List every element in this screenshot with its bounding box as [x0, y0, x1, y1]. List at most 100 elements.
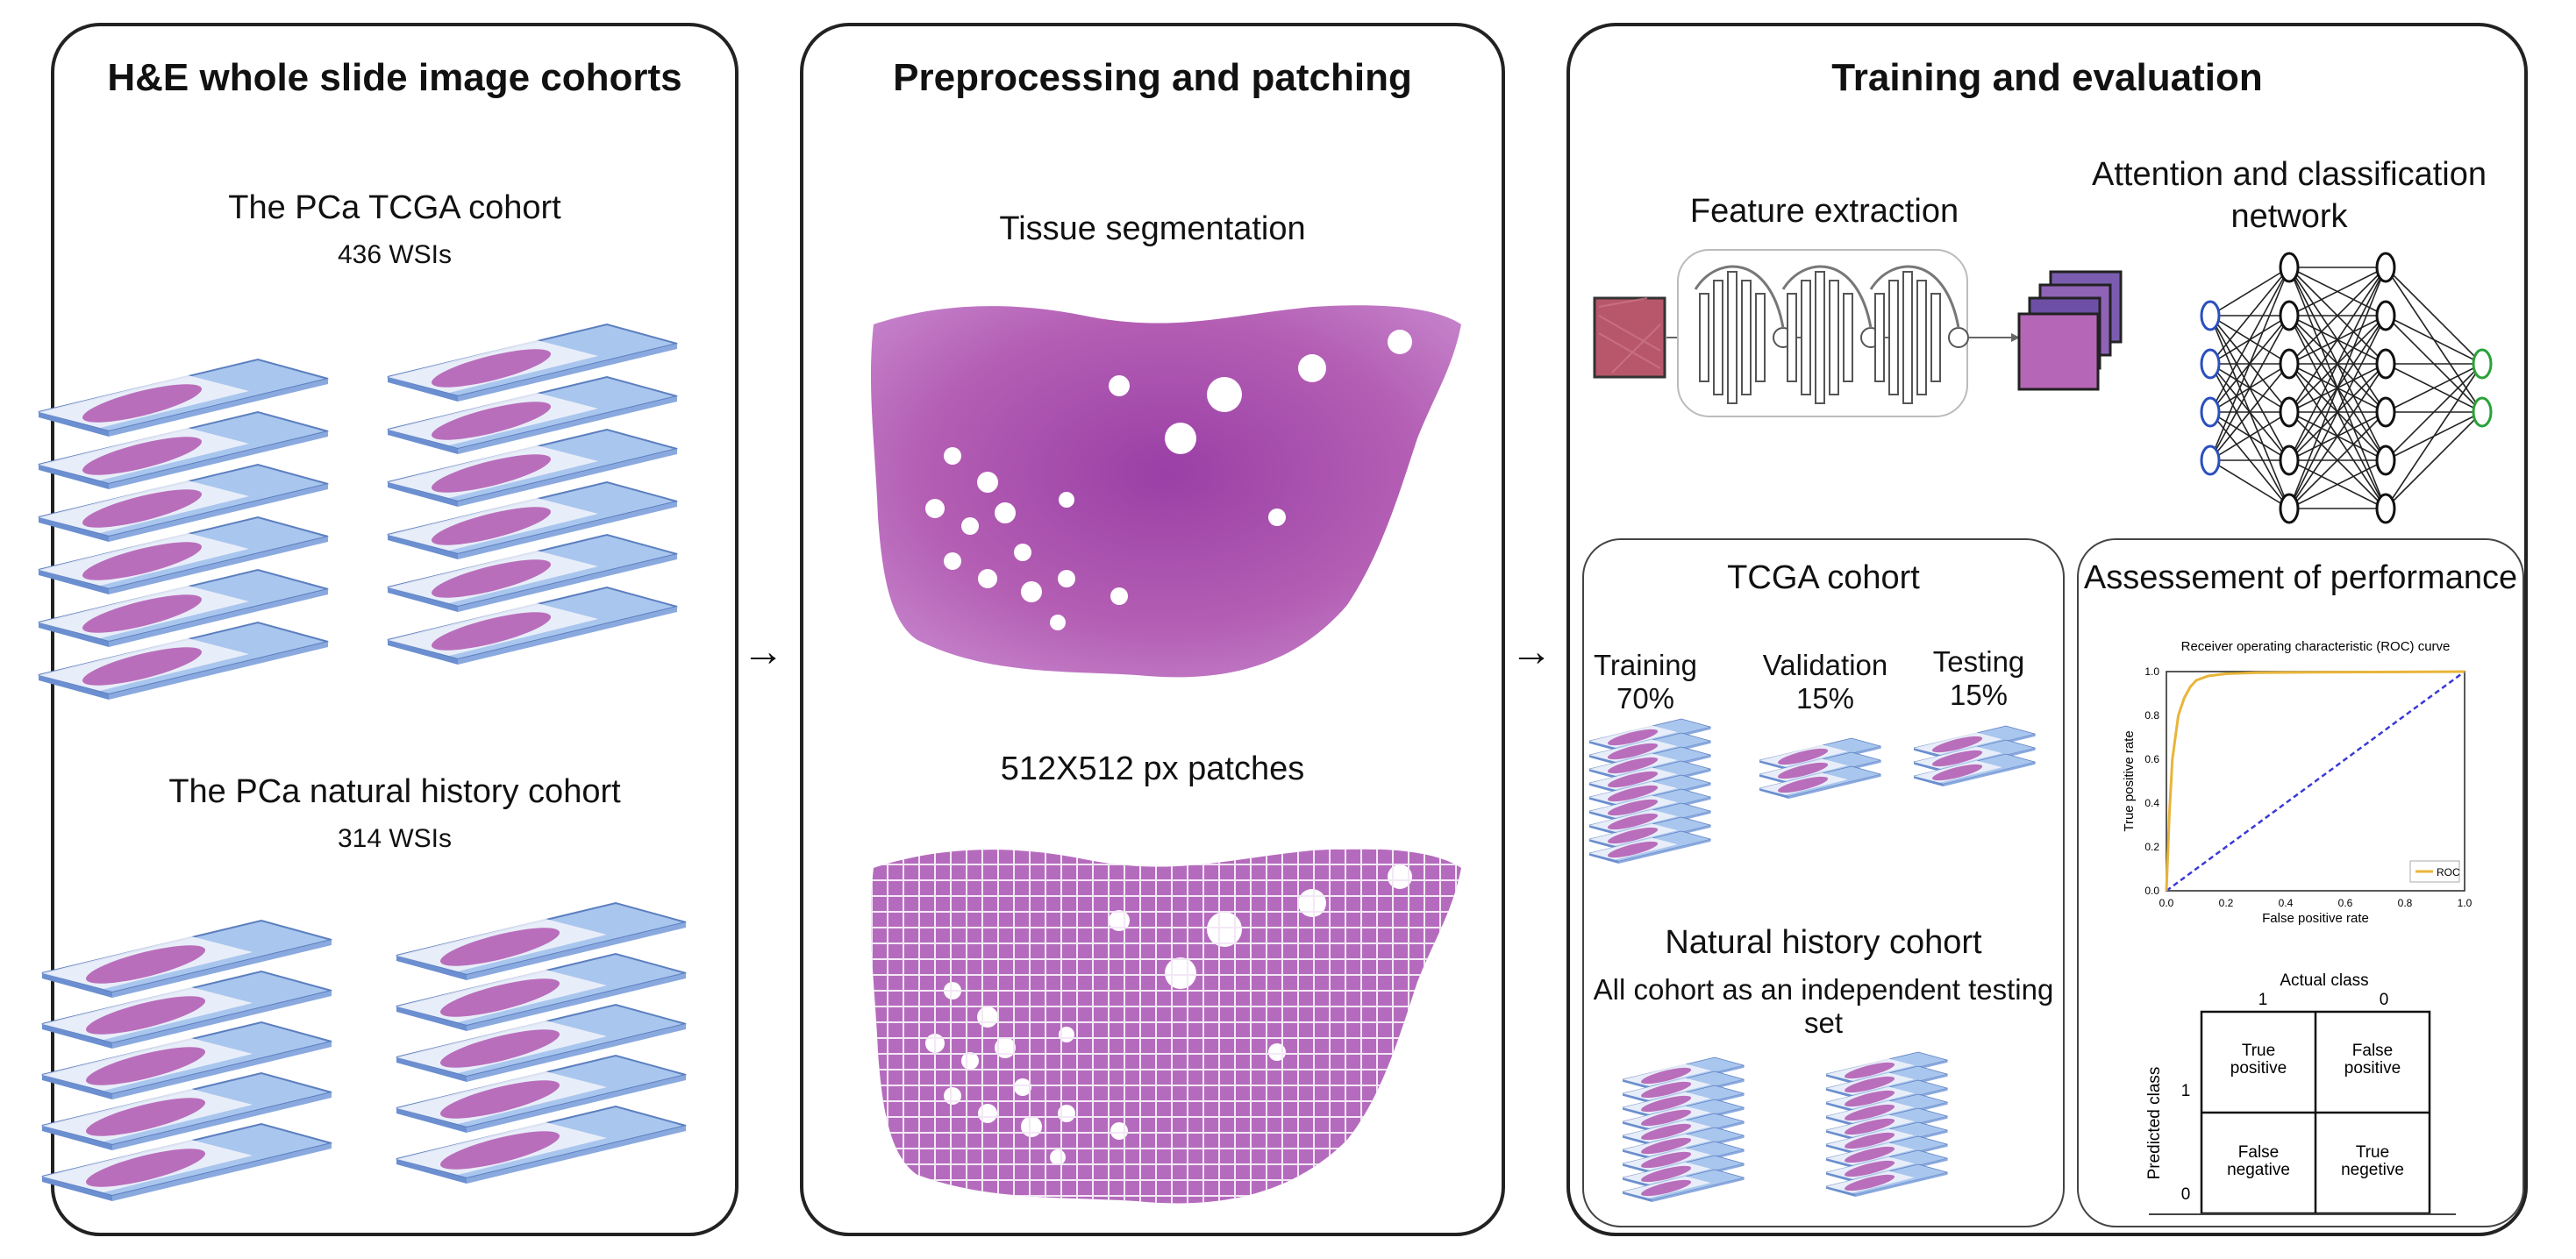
preprocessing-panel: Preprocessing and patching Tissue segmen…	[800, 23, 1505, 1236]
validation-label: Validation	[1762, 649, 1888, 681]
performance-title: Assessement of performance	[2083, 559, 2518, 596]
input-node	[2200, 396, 2221, 428]
input-node	[2200, 445, 2221, 476]
tissue-segment	[870, 305, 1461, 678]
arrow-2: →	[1510, 629, 1552, 675]
wsi-slide	[1622, 1169, 1745, 1202]
wsi-slide	[1825, 1163, 1948, 1197]
training-title: Training and evaluation	[1831, 56, 2263, 99]
natural-history-cohort-count: 314 WSIs	[337, 824, 453, 853]
wsi-slide	[396, 1054, 687, 1133]
output-node	[2472, 396, 2493, 428]
patches-image	[870, 849, 1462, 1204]
cm-predicted-label: Predicted class	[2145, 1067, 2164, 1180]
roc-title: Receiver operating characteristic (ROC) …	[2181, 639, 2451, 654]
hidden-node	[2375, 348, 2396, 380]
roc-xlabel: False positive rate	[2262, 911, 2369, 926]
wsi-slide	[41, 1122, 332, 1201]
cm-tp-1: True	[2242, 1042, 2275, 1060]
wsi-slide	[396, 952, 687, 1031]
wsi-slide	[41, 1021, 332, 1099]
natural-history-desc-2: set	[1803, 1006, 1844, 1039]
cm-actual-label: Actual class	[2280, 971, 2368, 990]
roc-ylabel: True positive rate	[2122, 730, 2137, 831]
input-node	[2200, 348, 2221, 380]
attention-network	[2200, 252, 2493, 524]
arrow-1: →	[742, 629, 784, 675]
tcga-slide-stack	[38, 323, 687, 1201]
confusion-matrix: Actual class 1 0 Predicted class 1 0 Tru…	[2145, 971, 2431, 1215]
roc-ytick: 1.0	[2144, 665, 2159, 678]
tissue-segmentation-image	[870, 305, 1461, 678]
natural-history-desc-1: All cohort as an independent testing	[1593, 973, 2054, 1006]
wsi-slide	[41, 970, 332, 1049]
cm-fp-2: positive	[2344, 1059, 2401, 1078]
training-panel: Training and evaluation Feature extracti…	[1566, 23, 2528, 1236]
roc-ytick: 0.4	[2144, 797, 2159, 809]
cm-tn-1: True	[2356, 1143, 2389, 1162]
hidden-node	[2375, 252, 2396, 283]
wsi-slide	[396, 901, 687, 980]
wsi-slide	[396, 1003, 687, 1082]
wsi-slide	[1913, 753, 2036, 786]
roc-ytick: 0.8	[2144, 709, 2159, 722]
wsi-slide	[41, 919, 332, 998]
attention-network-label-1: Attention and classification	[2092, 156, 2487, 193]
cohorts-panel: H&E whole slide image cohorts The PCa TC…	[38, 23, 739, 1236]
tcga-subpanel: TCGA cohort Training 70% Validation 15% …	[1582, 538, 2065, 1227]
bottom-rule	[2149, 1213, 2456, 1215]
tcga-cohort-title: The PCa TCGA cohort	[228, 189, 561, 226]
tcga-cohort-subtitle: TCGA cohort	[1727, 559, 1920, 596]
wsi-slide	[387, 480, 678, 559]
wsi-slide	[1759, 765, 1881, 799]
natural-history-subtitle: Natural history cohort	[1665, 924, 1982, 961]
wsi-slide	[396, 1105, 687, 1184]
wsi-slide	[38, 463, 329, 542]
hidden-node	[2279, 300, 2300, 331]
testing-label: Testing	[1932, 645, 2025, 678]
roc-ytick: 0.2	[2144, 841, 2159, 853]
roc-xtick: 1.0	[2458, 897, 2473, 909]
performance-subpanel: Assessement of performance Receiver oper…	[2077, 538, 2524, 1227]
wsi-slide	[1588, 830, 1711, 864]
hidden-node	[2375, 396, 2396, 428]
training-label: Training	[1594, 649, 1697, 681]
wsi-slide	[387, 533, 678, 612]
roc-xtick: 0.8	[2398, 897, 2413, 909]
hidden-node	[2375, 445, 2396, 476]
split-slide-stacks	[1588, 718, 2036, 1202]
roc-chart: Receiver operating characteristic (ROC) …	[2122, 639, 2473, 926]
cm-predicted-one: 1	[2181, 1082, 2191, 1100]
hidden-node	[2279, 348, 2300, 380]
wsi-slide	[38, 621, 329, 700]
cm-predicted-zero: 0	[2181, 1185, 2191, 1204]
roc-legend-label: ROC	[2437, 866, 2460, 878]
hidden-node	[2279, 493, 2300, 524]
roc-curve	[2165, 670, 2465, 892]
cm-fn-1: False	[2238, 1143, 2279, 1162]
wsi-slide	[38, 410, 329, 489]
hidden-node	[2375, 300, 2396, 331]
feature-extraction-label: Feature extraction	[1689, 193, 1959, 230]
cm-actual-one: 1	[2258, 991, 2268, 1009]
wsi-slide	[38, 358, 329, 437]
wsi-slide	[387, 586, 678, 665]
wsi-slide	[387, 375, 678, 454]
roc-ytick: 0.6	[2144, 753, 2159, 765]
roc-diagonal	[2166, 670, 2465, 893]
wsi-slide	[38, 568, 329, 647]
natural-history-cohort-title: The PCa natural history cohort	[168, 773, 621, 810]
roc-xtick: 0.6	[2338, 897, 2353, 909]
tcga-cohort-count: 436 WSIs	[337, 240, 453, 269]
training-percent: 70%	[1616, 682, 1675, 715]
feature-maps	[2017, 270, 2123, 391]
hidden-node	[2375, 493, 2396, 524]
roc-xtick: 0.4	[2279, 897, 2294, 909]
preprocessing-title: Preprocessing and patching	[893, 56, 1412, 99]
feature-extraction-diagram	[1593, 249, 2123, 417]
hidden-node	[2279, 396, 2300, 428]
hidden-node	[2279, 252, 2300, 283]
cohorts-title: H&E whole slide image cohorts	[107, 56, 682, 99]
cm-tp-2: positive	[2230, 1059, 2287, 1078]
cm-tn-2: negetive	[2341, 1161, 2404, 1179]
